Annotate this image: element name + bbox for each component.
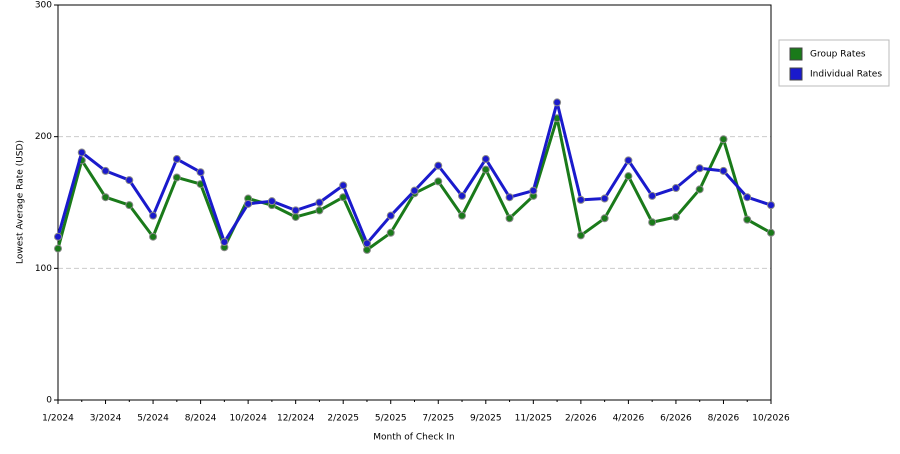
data-point (767, 201, 775, 210)
x-tick-label: 8/2024 (185, 414, 217, 424)
data-point (743, 215, 752, 224)
data-point (220, 238, 229, 246)
x-tick-label: 10/2024 (229, 414, 267, 424)
data-point (600, 214, 609, 223)
data-point (481, 155, 490, 164)
data-point (434, 161, 443, 170)
legend-label: Individual Rates (810, 70, 882, 80)
data-point (671, 212, 680, 221)
data-point (695, 185, 704, 194)
data-point (386, 228, 395, 237)
data-point (291, 212, 300, 221)
data-point (576, 231, 585, 240)
data-point (648, 191, 657, 200)
x-tick-label: 2/2025 (327, 414, 359, 424)
data-point (101, 193, 110, 202)
data-point (172, 155, 181, 164)
y-tick-label: 300 (35, 1, 52, 11)
data-point (125, 176, 134, 185)
series-line (56, 100, 772, 245)
data-point (291, 206, 300, 215)
data-point (125, 201, 134, 210)
y-tick-label: 100 (35, 264, 52, 274)
x-tick-label: 2/2026 (565, 414, 597, 424)
x-tick-label: 5/2024 (137, 414, 169, 424)
data-point (267, 197, 276, 206)
data-point (743, 193, 752, 202)
data-point (576, 195, 585, 204)
plot-area (57, 4, 772, 401)
data-point (505, 193, 514, 202)
data-point (648, 218, 657, 227)
data-point (529, 186, 538, 195)
x-tick-label: 3/2024 (90, 414, 122, 424)
legend-swatch (789, 47, 803, 61)
data-point (149, 232, 158, 241)
x-tick-label: 6/2026 (660, 414, 692, 424)
x-tick-label: 7/2025 (422, 414, 454, 424)
x-tick-label: 1/2024 (42, 414, 74, 424)
x-tick-label: 12/2024 (277, 414, 315, 424)
data-point (54, 244, 62, 253)
data-point (767, 228, 775, 237)
x-tick-label: 5/2025 (375, 414, 407, 424)
data-point (339, 181, 348, 190)
data-point (434, 177, 443, 186)
data-point (362, 245, 371, 254)
data-point (315, 206, 324, 215)
data-point (600, 194, 609, 203)
data-point (101, 166, 110, 175)
x-tick-label: 10/2026 (752, 414, 790, 424)
data-point (54, 232, 62, 241)
data-point (386, 211, 395, 220)
y-axis-label: Lowest Average Rate (USD) (16, 140, 26, 264)
data-point (362, 239, 371, 248)
data-point (172, 173, 181, 182)
data-point (77, 148, 86, 157)
data-point (149, 211, 158, 220)
data-point (244, 199, 253, 208)
y-tick-label: 0 (46, 396, 52, 406)
data-point (553, 98, 562, 107)
data-point (719, 166, 728, 175)
x-tick-label: 9/2025 (470, 414, 502, 424)
x-tick-label: 8/2026 (708, 414, 740, 424)
x-tick-label: 4/2026 (613, 414, 645, 424)
y-tick-label: 200 (35, 132, 52, 142)
data-point (505, 214, 514, 223)
data-point (458, 191, 467, 200)
data-point (624, 172, 633, 181)
data-point (719, 135, 728, 144)
data-point (481, 165, 490, 174)
x-axis-label: Month of Check In (373, 433, 455, 443)
data-point (410, 186, 419, 195)
legend-swatch (789, 67, 803, 81)
legend-label: Group Rates (810, 50, 866, 60)
data-point (695, 164, 704, 173)
x-tick-label: 11/2025 (515, 414, 552, 424)
data-point (671, 184, 680, 193)
data-point (458, 211, 467, 220)
data-point (196, 168, 205, 177)
data-point (315, 198, 324, 207)
data-point (624, 156, 633, 165)
